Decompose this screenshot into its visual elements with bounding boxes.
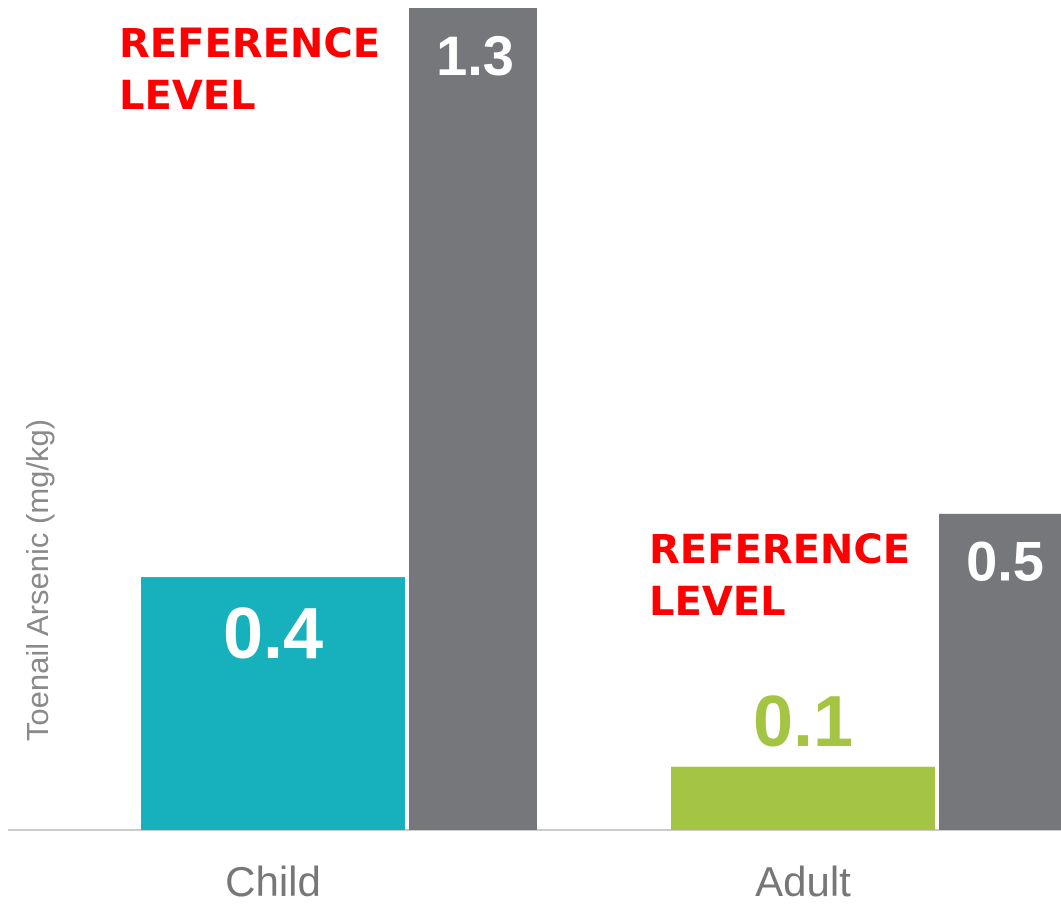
y-axis-label: Toenail Arsenic (mg/kg): [20, 419, 55, 741]
x-tick-label: Child: [225, 858, 321, 905]
reference-value-label: 1.3: [436, 24, 514, 87]
bar: [141, 577, 405, 830]
reference-note: REFERENCE LEVEL: [119, 21, 381, 119]
reference-value-label: 0.5: [966, 530, 1044, 593]
reference-bar: [939, 513, 1061, 830]
reference-note: REFERENCE LEVEL: [649, 526, 911, 625]
bar: [671, 766, 935, 830]
reference-bar: [409, 8, 537, 830]
value-label: 0.4: [223, 594, 323, 674]
value-label: 0.1: [753, 682, 853, 762]
x-tick-label: Adult: [755, 858, 851, 905]
